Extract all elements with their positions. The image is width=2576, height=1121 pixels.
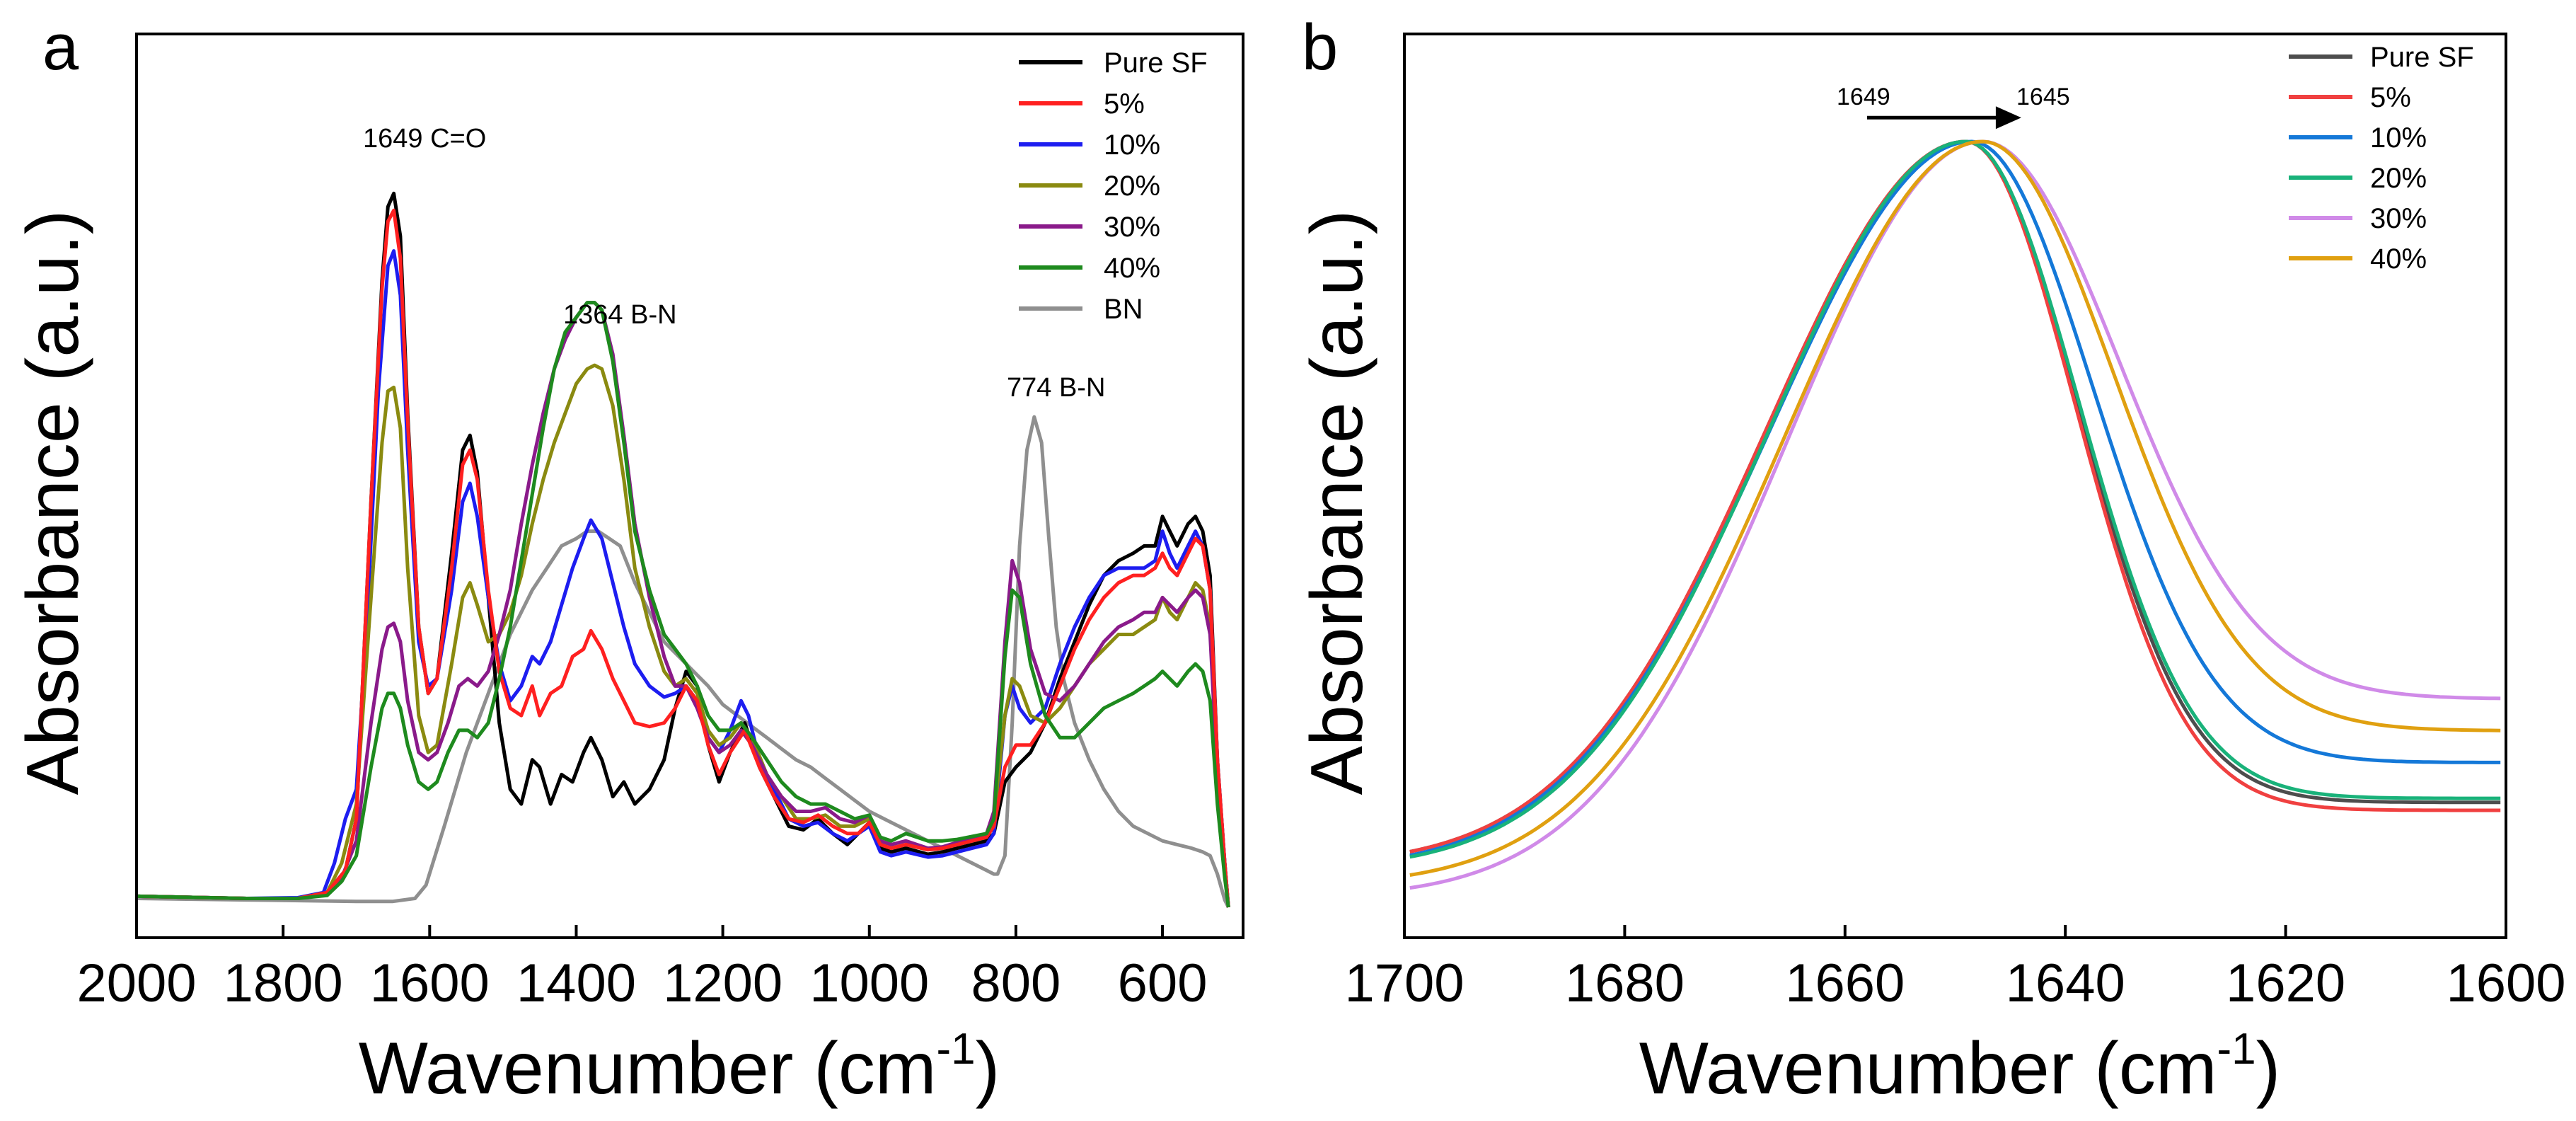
panel-a-x-tick-label-2000: 2000 <box>76 953 196 1013</box>
panel-b-x-axis-label: Wavenumber (cm-1) <box>1639 1025 2281 1110</box>
panel-b-x-tick-label-1620: 1620 <box>2226 953 2345 1013</box>
panel-b: b 1700 1680 1660 1640 1620 1600 1649 1645 Pur… <box>1296 11 2566 1110</box>
annotation-774-bn: 774 B-N <box>1007 373 1105 403</box>
panel-b-y-axis-label: Absorbance (a.u.) <box>1296 210 1378 795</box>
panel-a-legend-label-20pct: 20% <box>1104 171 1160 202</box>
panel-b-x-tick-labels: 1700 1680 1660 1640 1620 1600 <box>1344 953 2565 1013</box>
panel-a-x-tick-label-1800: 1800 <box>224 953 343 1013</box>
panel-b-series-line-40pct <box>1409 139 2501 877</box>
panel-letter-b: b <box>1302 11 1338 84</box>
panel-a-legend-label-5pct: 5% <box>1104 88 1145 120</box>
panel-a-series-line-5pct <box>136 208 1230 908</box>
panel-a-x-tick-labels: 2000 1800 1600 1400 1200 1000 800 600 <box>76 953 1207 1013</box>
panel-a-y-axis-label: Absorbance (a.u.) <box>12 210 94 795</box>
annotation-1649-co: 1649 C=O <box>363 124 486 154</box>
panel-b-legend: Pure SF 5% 10% 20% 30% 40% <box>2289 42 2474 275</box>
panel-a-x-tick-label-1600: 1600 <box>370 953 490 1013</box>
panel-a-x-tick-label-600: 600 <box>1118 953 1208 1013</box>
panel-a-series-line-20pct <box>136 363 1230 908</box>
panel-a-x-tick-label-1000: 1000 <box>809 953 929 1013</box>
panel-a-plot-frame <box>135 33 1244 939</box>
panel-a-x-axis-label-sup: -1 <box>936 1025 975 1074</box>
annotation-1645: 1645 <box>2016 84 2070 110</box>
panel-a-x-axis-label: Wavenumber (cm-1) <box>359 1025 1000 1110</box>
panel-a-legend-label-10pct: 10% <box>1104 130 1160 161</box>
panel-b-x-axis-label-main: Wavenumber (cm <box>1639 1028 2217 1110</box>
panel-b-x-tick-label-1660: 1660 <box>1785 953 1905 1013</box>
panel-b-x-tick-label-1600: 1600 <box>2446 953 2565 1013</box>
panel-a-x-ticks <box>135 925 1165 938</box>
panel-b-legend-label-30pct: 30% <box>2370 203 2427 234</box>
panel-b-x-tick-label-1680: 1680 <box>1565 953 1685 1013</box>
annotation-1364-bn: 1364 B-N <box>563 300 677 330</box>
panel-b-legend-label-20pct: 20% <box>2370 163 2427 194</box>
panel-b-shift-arrow <box>1866 106 2021 130</box>
panel-b-plot-frame <box>1403 33 2507 939</box>
panel-a-series-line-10pct <box>136 249 1230 908</box>
panel-b-x-axis-label-sup: -1 <box>2217 1025 2256 1074</box>
panel-a-series-line-30pct <box>136 301 1230 908</box>
panel-b-arrow-head <box>1995 106 2021 130</box>
panel-b-x-axis-label-close: ) <box>2256 1028 2281 1110</box>
panel-a-series <box>136 191 1230 909</box>
panel-a-series-line-40pct <box>136 301 1230 908</box>
panel-a-legend-label-pure-sf: Pure SF <box>1104 47 1208 79</box>
annotation-1649: 1649 <box>1837 84 1890 110</box>
panel-a-x-axis-label-close: ) <box>976 1028 1000 1110</box>
panel-a-legend-label-40pct: 40% <box>1104 253 1160 284</box>
panel-a-x-tick-label-1200: 1200 <box>663 953 782 1013</box>
panel-b-series <box>1409 139 2501 890</box>
panel-a-legend-label-30pct: 30% <box>1104 212 1160 243</box>
panel-b-x-tick-label-1700: 1700 <box>1344 953 1464 1013</box>
panel-b-x-tick-label-1640: 1640 <box>2006 953 2125 1013</box>
panel-a-x-tick-label-1400: 1400 <box>516 953 636 1013</box>
panel-b-legend-label-40pct: 40% <box>2370 243 2427 275</box>
panel-a: a 2000 1800 1600 1400 1200 1000 800 600 1649 C=… <box>12 11 1244 1110</box>
panel-b-legend-label-10pct: 10% <box>2370 122 2427 154</box>
panel-b-x-ticks <box>1403 925 2507 938</box>
panel-a-legend-label-bn: BN <box>1104 294 1143 325</box>
panel-b-legend-label-5pct: 5% <box>2370 82 2411 113</box>
panel-b-series-line-20pct <box>1409 139 2501 859</box>
panel-letter-a: a <box>42 11 79 84</box>
panel-a-series-line-bn <box>136 415 1230 909</box>
panel-b-legend-label-pure-sf: Pure SF <box>2370 42 2474 73</box>
panel-a-legend: Pure SF 5% 10% 20% 30% 40% BN <box>1019 47 1208 325</box>
panel-a-x-axis-label-main: Wavenumber (cm <box>359 1028 937 1110</box>
panel-a-x-tick-label-800: 800 <box>971 953 1061 1013</box>
